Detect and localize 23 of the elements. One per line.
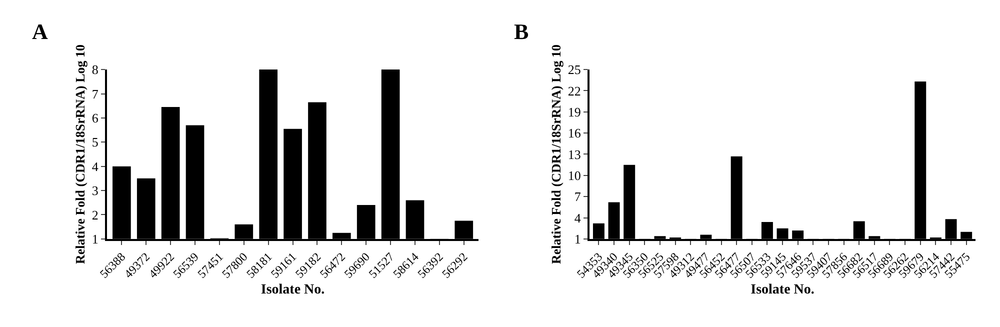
y-tick-label: 6 — [92, 110, 99, 126]
x-axis-title: Isolate No. — [260, 282, 325, 298]
x-axis-title: Isolate No. — [750, 282, 814, 298]
y-tick-label: 8 — [92, 62, 98, 78]
y-tick-label: 1 — [92, 231, 98, 246]
y-tick-label: 16 — [568, 126, 582, 141]
y-tick-label: 4 — [92, 158, 99, 174]
y-tick-label: 7 — [574, 189, 582, 204]
y-tick-label: 10 — [568, 168, 581, 183]
y-tick-label: 1 — [574, 231, 581, 246]
y-tick-label: 25 — [568, 62, 581, 78]
y-axis-title: Relative Fold (CDR1/18SrRNA) Log 10 — [72, 44, 88, 264]
y-tick-label: 2 — [92, 207, 98, 222]
y-tick-label: 3 — [92, 183, 98, 198]
y-axis-title: Relative Fold (CDR1/18SrRNA) Log 10 — [548, 44, 564, 264]
y-tick-label: 4 — [574, 210, 582, 226]
y-tick-label: 5 — [92, 134, 98, 150]
chart-title: B — [514, 19, 529, 44]
y-tick-label: 22 — [568, 83, 581, 98]
y-tick-label: 19 — [568, 104, 581, 120]
y-tick-label: 7 — [92, 86, 99, 102]
y-tick-label: 13 — [568, 146, 581, 162]
chart-title: A — [32, 19, 48, 44]
